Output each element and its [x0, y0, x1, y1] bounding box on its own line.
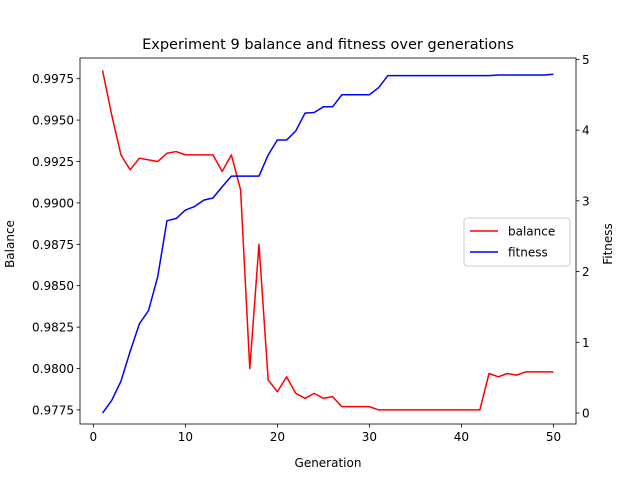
y-axis-label-left: Balance [3, 220, 17, 268]
y-tick-label-left: 0.9900 [32, 196, 74, 210]
y-tick-label-right: 5 [582, 53, 590, 67]
plot-area: 0 10 20 30 40 500.97750.98000.98250.98500.987… [32, 53, 590, 444]
x-tick-label: 20 [270, 430, 285, 444]
y-tick-label-left: 0.9825 [32, 321, 74, 335]
y-tick-label-left: 0.9925 [32, 155, 74, 169]
x-tick-label: 30 [362, 430, 377, 444]
y-tick-label-left: 0.9850 [32, 279, 74, 293]
x-tick-label: 10 [178, 430, 193, 444]
x-axis-label: Generation [295, 456, 362, 470]
y-tick-label-right: 3 [582, 194, 590, 208]
y-tick-label-left: 0.9775 [32, 403, 74, 417]
y-tick-label-left: 0.9800 [32, 362, 74, 376]
y-tick-label-right: 2 [582, 265, 590, 279]
legend-label-fitness: fitness [508, 246, 548, 260]
series-line-fitness [101, 73, 554, 414]
series-line-balance [101, 70, 554, 411]
x-tick-label: 40 [454, 430, 469, 444]
x-tick-label: 50 [546, 430, 561, 444]
chart-title: Experiment 9 balance and fitness over ge… [142, 37, 514, 53]
y-tick-label-left: 0.9950 [32, 114, 74, 128]
y-tick-label-right: 1 [582, 336, 590, 350]
legend-box [463, 217, 571, 267]
legend-label-balance: balance [508, 225, 555, 239]
y-tick-label-left: 0.9975 [32, 72, 74, 86]
x-tick-label: 0 [90, 430, 98, 444]
plot-frame [79, 57, 577, 425]
y-axis-label-right: Fitness [601, 223, 615, 265]
y-tick-label-left: 0.9875 [32, 238, 74, 252]
y-tick-label-right: 4 [582, 124, 590, 138]
y-tick-label-right: 0 [582, 407, 590, 421]
